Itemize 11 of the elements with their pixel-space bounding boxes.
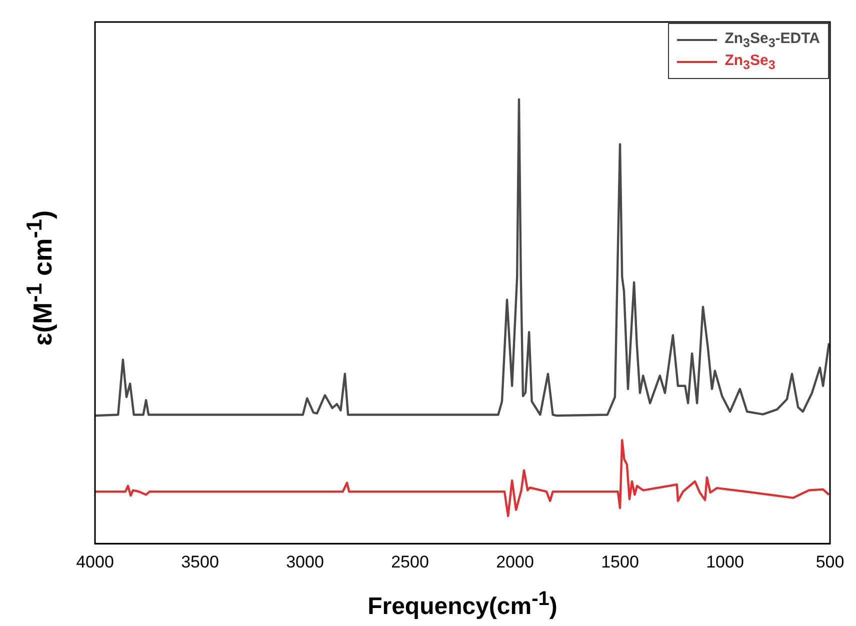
x-tick-label: 3500: [181, 552, 219, 572]
x-tick-label: 1500: [601, 552, 639, 572]
x-tick-label: 2500: [391, 552, 429, 572]
x-axis-title: Frequency(cm$^{-1}$): [366, 588, 558, 621]
x-tick-label: 3000: [286, 552, 324, 572]
x-tick-label: 4000: [76, 552, 114, 572]
legend-label: Zn$_{3}$Se$_{3}$-EDTA: [724, 30, 820, 50]
x-tick-label: 2000: [496, 552, 534, 572]
legend-label: Zn$_{3}$Se$_{3}$: [724, 52, 776, 72]
x-tick-label: 500: [816, 552, 844, 572]
x-tick-label: 1000: [706, 552, 744, 572]
